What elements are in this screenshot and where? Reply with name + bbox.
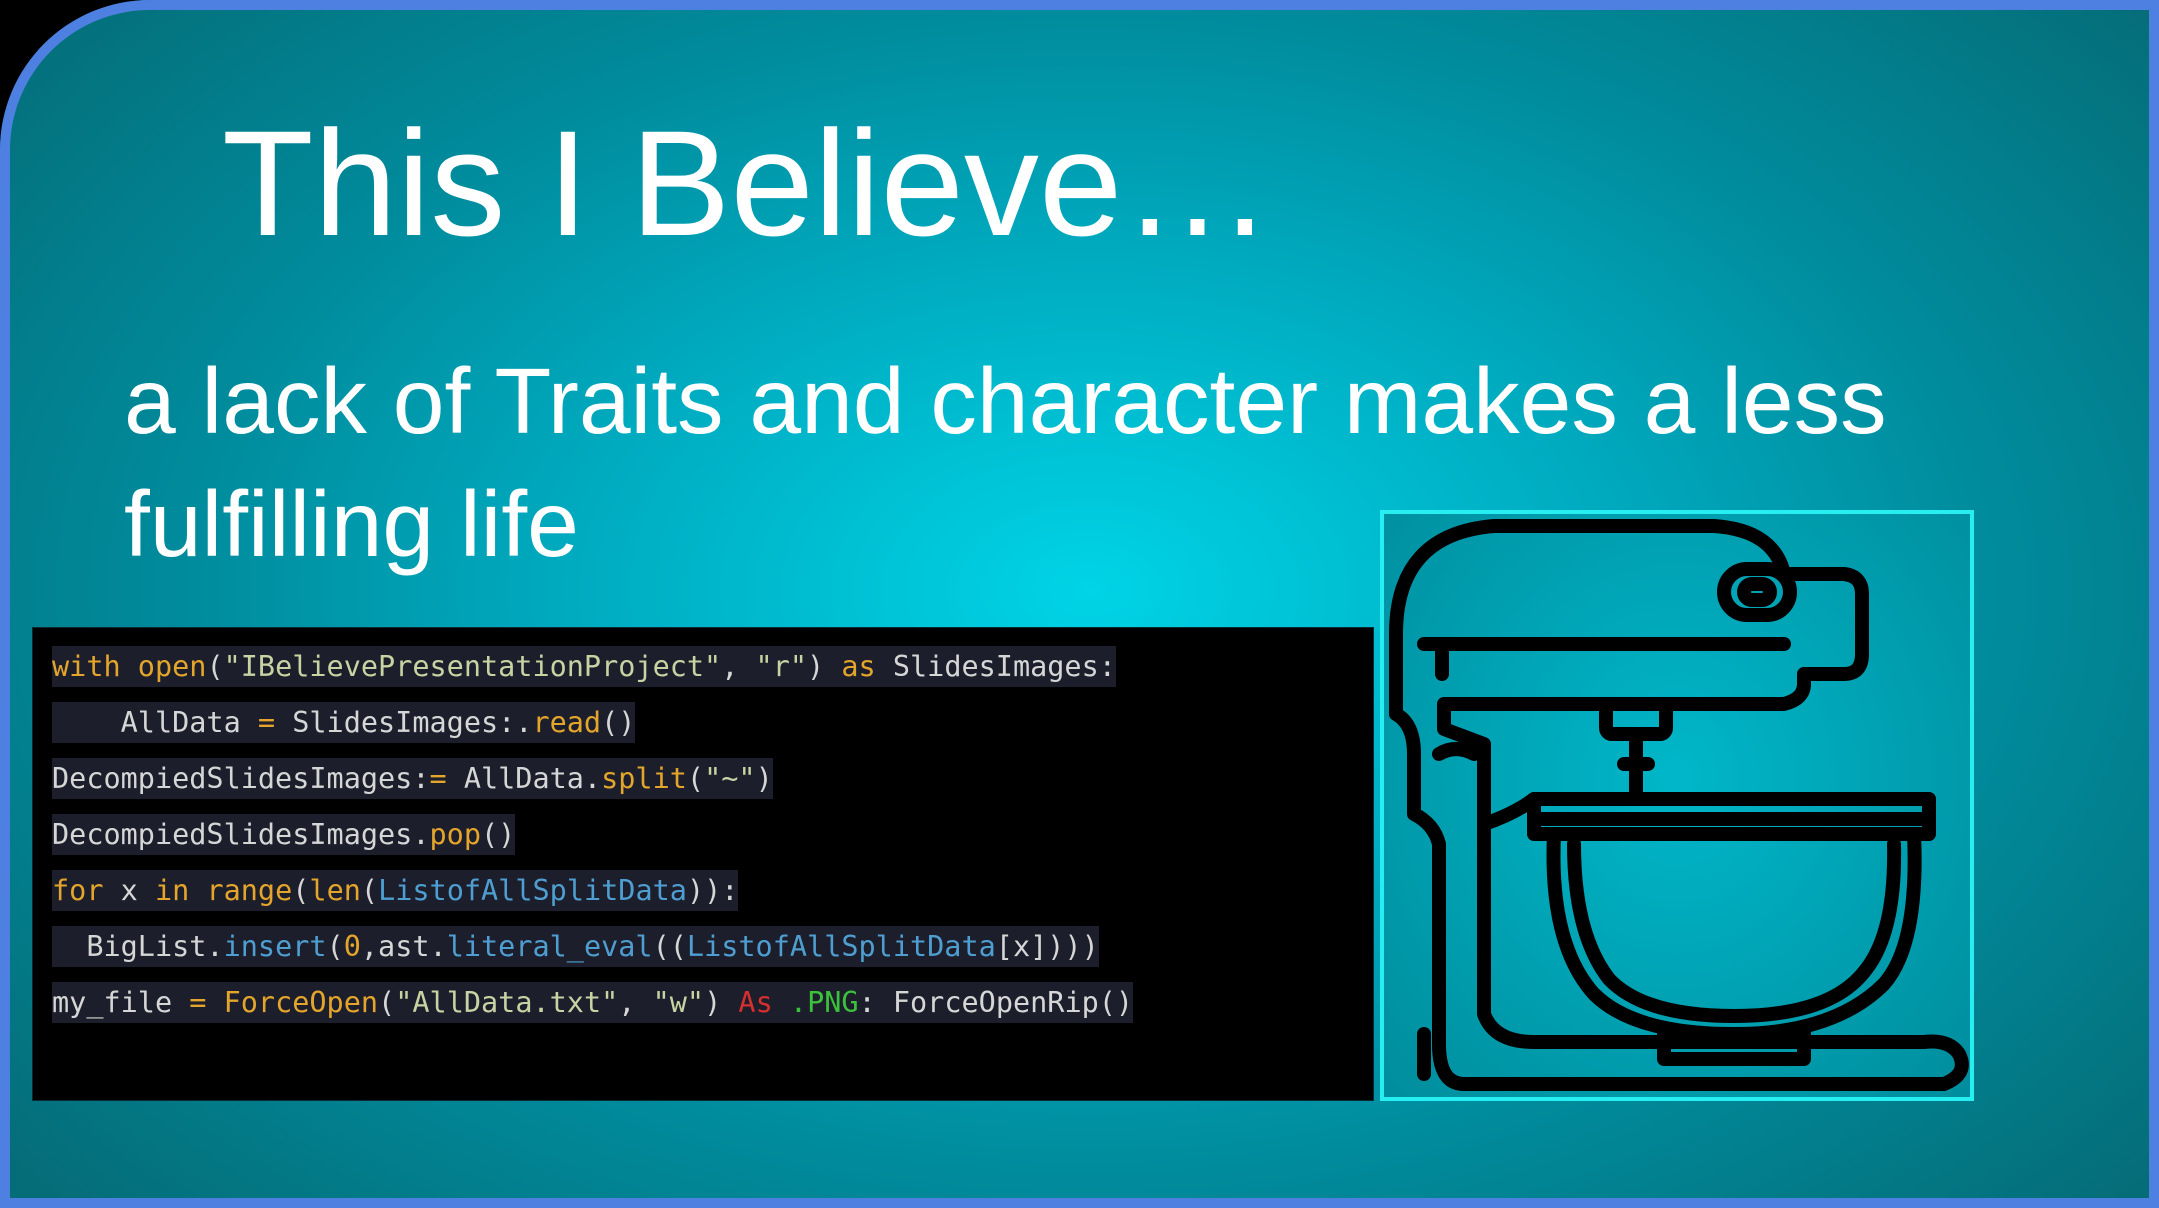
code-token: literal_eval — [446, 930, 653, 963]
code-token: "AllData.txt" — [395, 986, 619, 1019]
code-token: as — [841, 650, 893, 683]
code-token: , — [721, 650, 756, 683]
code-token: split — [601, 762, 687, 795]
code-line: my_file = ForceOpen("AllData.txt", "w") … — [52, 982, 1134, 1023]
code-token: ( — [206, 650, 224, 683]
code-token: , — [618, 986, 653, 1019]
stand-mixer-icon — [1389, 519, 1969, 1091]
code-token: DecompiedSlidesImages: — [52, 762, 430, 795]
code-token: DecompiedSlidesImages. — [52, 818, 430, 851]
code-token: ) — [807, 650, 842, 683]
code-token: len — [309, 874, 361, 907]
code-token: ,ast. — [360, 930, 447, 963]
code-line: DecompiedSlidesImages.pop() — [52, 814, 516, 855]
code-token: ) — [704, 986, 739, 1019]
code-token: ) — [755, 762, 773, 795]
code-token: ( — [292, 874, 310, 907]
code-token: ( — [360, 874, 379, 907]
code-token: ( — [378, 986, 396, 1019]
code-token: ForceOpen — [223, 986, 379, 1019]
code-line: AllData = SlidesImages:.read() — [52, 702, 636, 743]
code-token: my_file — [52, 986, 190, 1019]
code-token: )): — [686, 874, 739, 907]
code-token: pop — [429, 818, 481, 851]
slide-subtitle: a lack of Traits and character makes a l… — [124, 349, 1887, 576]
code-line: for x in range(len(ListofAllSplitData)): — [52, 870, 739, 911]
code-token: insert — [223, 930, 327, 963]
code-token: in — [154, 874, 207, 907]
icon-frame — [1380, 510, 1974, 1101]
code-snippet-panel: with open("IBelievePresentationProject",… — [32, 627, 1374, 1101]
code-token: ( — [326, 930, 344, 963]
code-token: open — [137, 650, 207, 683]
code-line: DecompiedSlidesImages:= AllData.split("~… — [52, 758, 773, 799]
code-token: = — [257, 706, 293, 739]
code-token: x — [120, 874, 155, 907]
code-line: BigList.insert(0,ast.literal_eval((Listo… — [52, 926, 1099, 967]
code-token: = — [429, 762, 464, 795]
code-token: (( — [652, 930, 687, 963]
code-token: "w" — [652, 986, 705, 1019]
code-token: "~" — [704, 762, 756, 795]
code-token: As — [738, 986, 790, 1019]
code-token: AllData. — [463, 762, 602, 795]
code-token: AllData — [52, 706, 258, 739]
code-token: 0 — [343, 930, 361, 963]
code-token: with — [52, 650, 138, 683]
code-token: "IBelievePresentationProject" — [223, 650, 722, 683]
code-token: "r" — [755, 650, 808, 683]
code-token: ( — [686, 762, 705, 795]
code-token: : ForceOpenRip() — [858, 986, 1134, 1019]
code-line: with open("IBelievePresentationProject",… — [52, 646, 1116, 687]
slide-title: This I Believe… — [222, 99, 1273, 267]
code-token: for — [52, 874, 121, 907]
code-token: BigList. — [52, 930, 224, 963]
code-token: () — [480, 818, 516, 851]
code-token: = — [189, 986, 224, 1019]
code-token: () — [601, 706, 636, 739]
code-token: .PNG — [789, 986, 859, 1019]
code-token: range — [206, 874, 293, 907]
code-token: [x]))) — [995, 930, 1099, 963]
code-token: SlidesImages:. — [292, 706, 533, 739]
code-token: ListofAllSplitData — [686, 930, 996, 963]
code-token: SlidesImages: — [892, 650, 1116, 683]
code-token: ListofAllSplitData — [378, 874, 687, 907]
code-token: read — [532, 706, 602, 739]
